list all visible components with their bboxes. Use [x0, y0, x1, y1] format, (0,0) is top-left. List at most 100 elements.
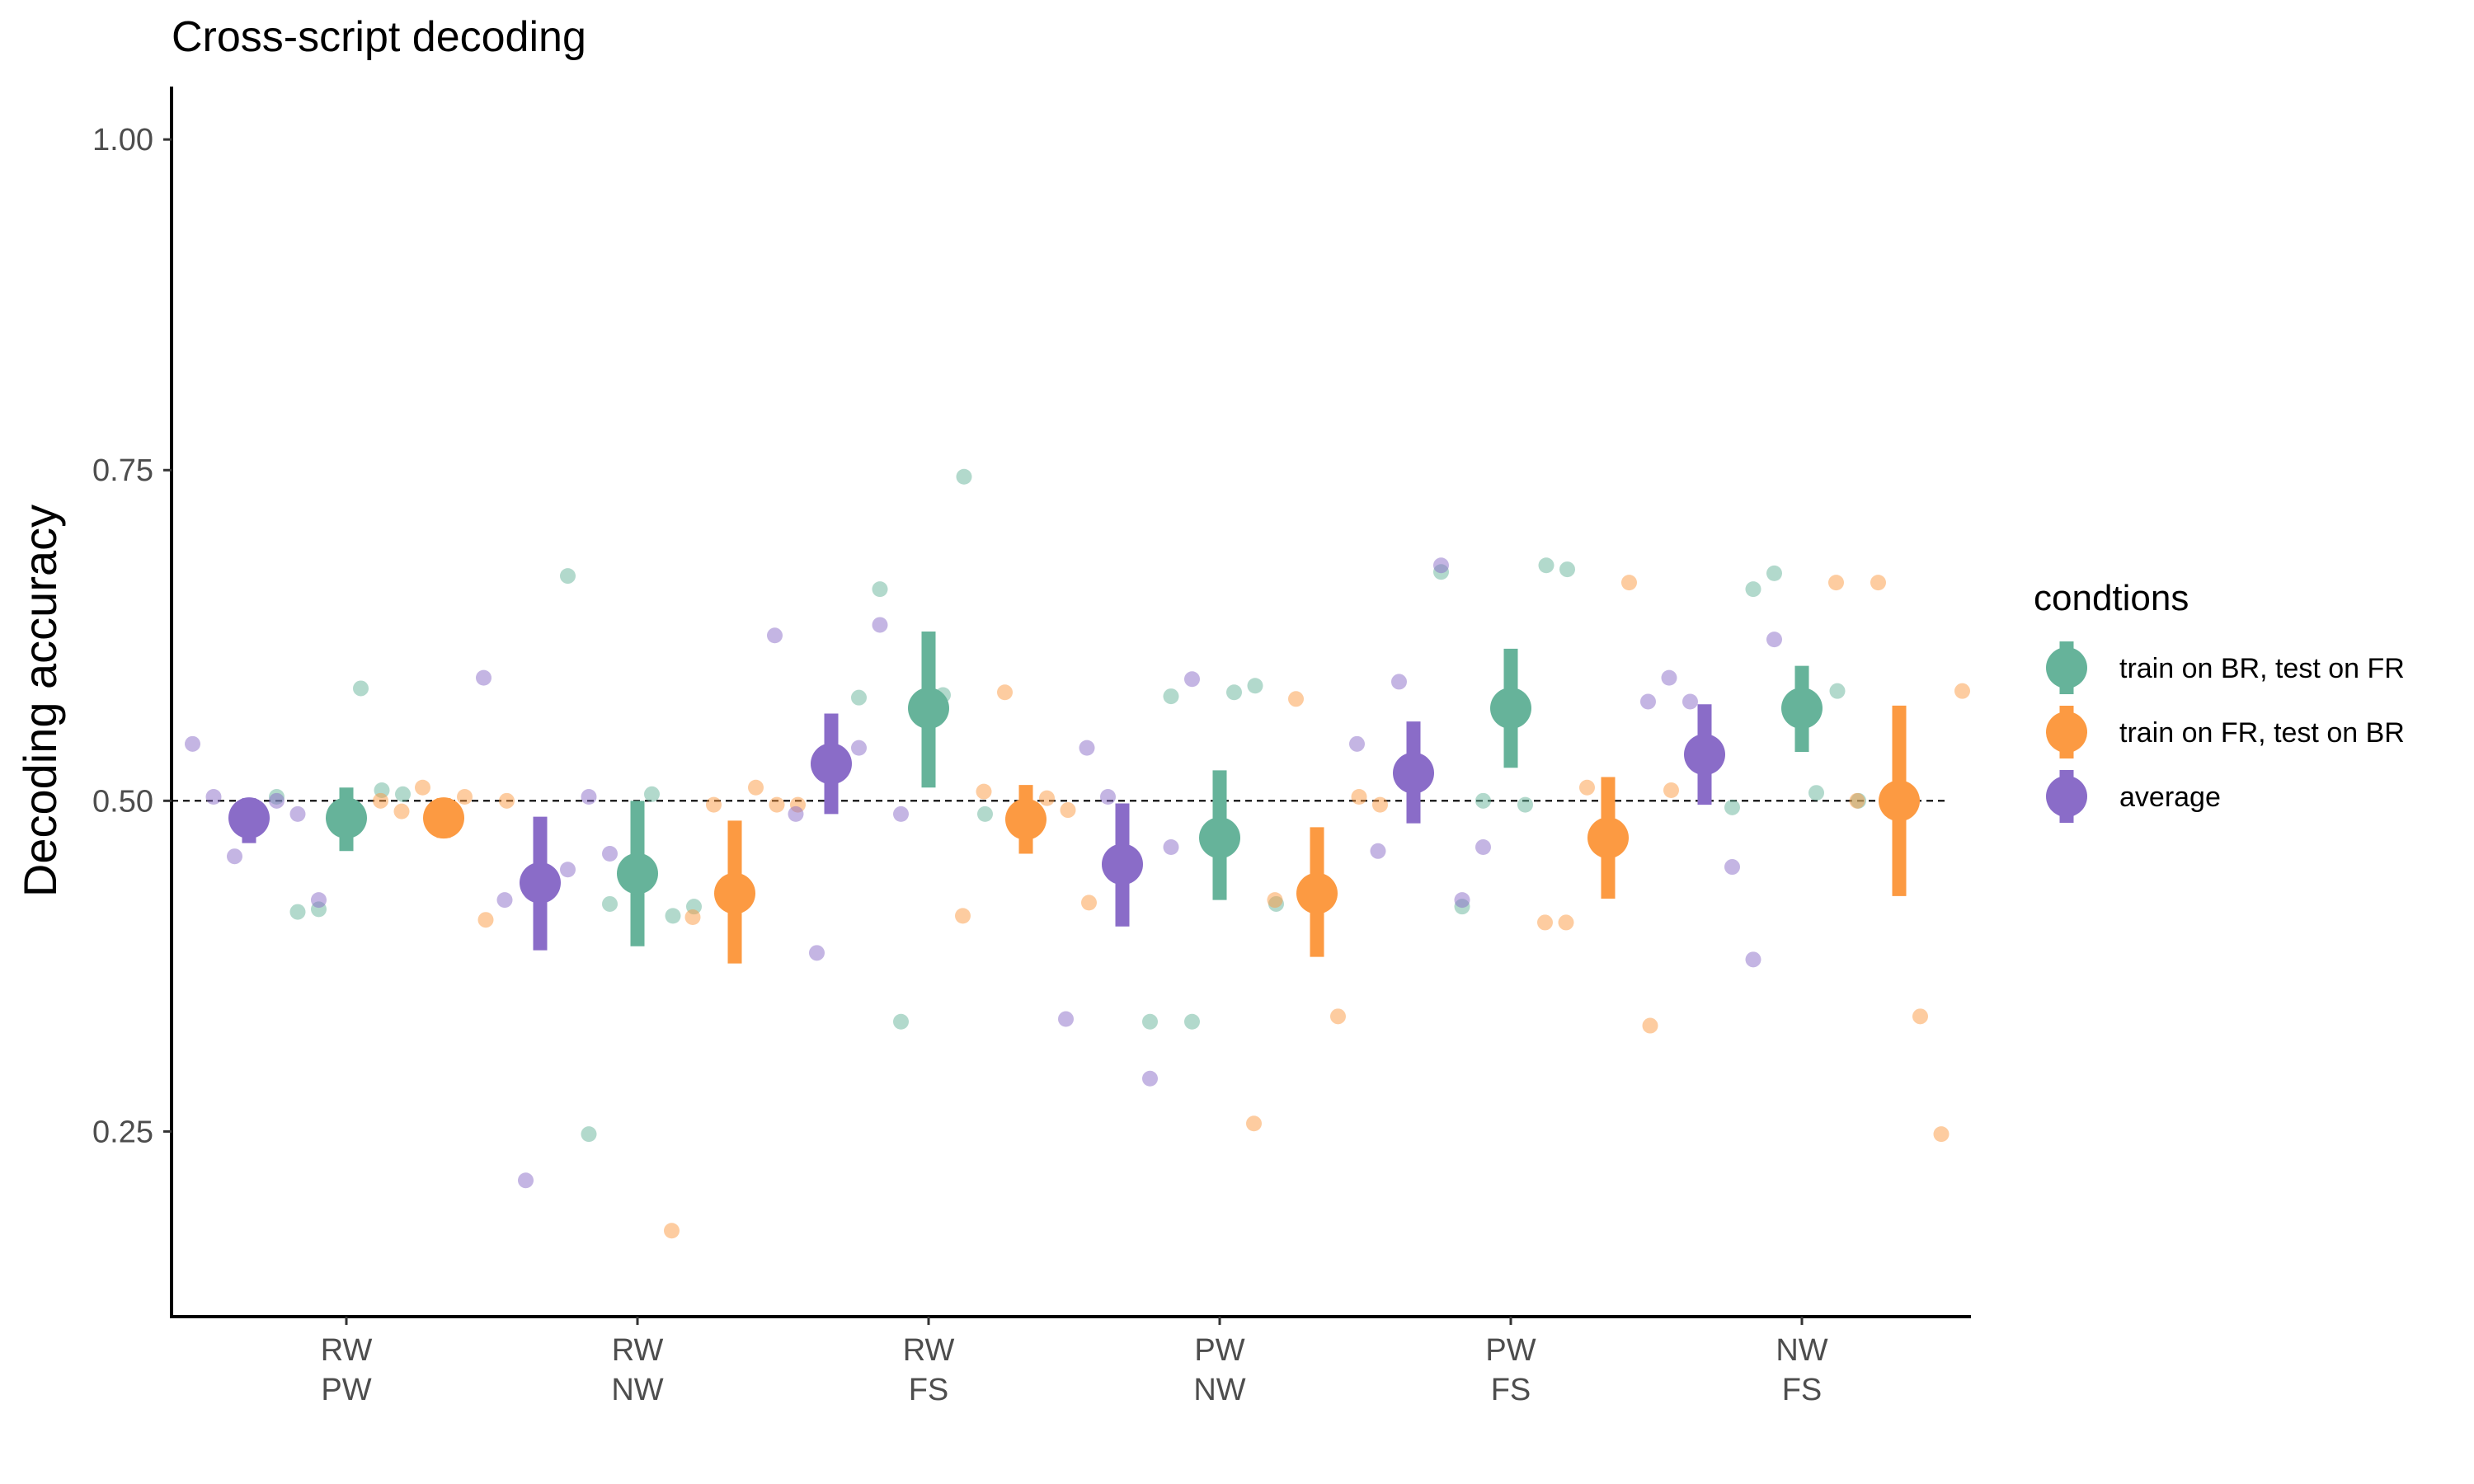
- x-tick-label: FS: [909, 1373, 949, 1407]
- subject-point: [560, 568, 576, 585]
- legend-label: train on FR, test on BR: [2119, 717, 2405, 749]
- subject-point: [1247, 678, 1263, 694]
- subject-point: [1100, 789, 1116, 805]
- y-tick-label: 0.50: [92, 784, 153, 819]
- subject-point: [977, 805, 993, 822]
- subject-point: [1142, 1013, 1158, 1030]
- subject-point: [1640, 693, 1656, 710]
- subject-point: [289, 805, 306, 822]
- subject-point: [1163, 838, 1179, 855]
- subject-point: [748, 779, 764, 796]
- x-tick-label: PW: [321, 1373, 371, 1407]
- legend-item: average: [2046, 770, 2221, 823]
- subject-point: [1829, 683, 1846, 699]
- subject-point: [1663, 782, 1679, 798]
- subject-point: [560, 862, 576, 878]
- legend-label: average: [2119, 782, 2221, 813]
- subject-point: [851, 689, 867, 706]
- subject-point: [769, 796, 785, 813]
- subject-point: [1060, 802, 1076, 819]
- subject-point: [415, 779, 430, 796]
- subject-point: [706, 796, 722, 813]
- subject-point: [664, 1223, 680, 1239]
- subject-point: [1828, 575, 1844, 591]
- subject-point: [1184, 671, 1200, 688]
- subject-point: [393, 803, 410, 819]
- jitter-points-layer: [185, 468, 1970, 1239]
- subject-point: [581, 1126, 597, 1143]
- y-tick-label: 0.25: [92, 1115, 153, 1149]
- subject-point: [1226, 684, 1242, 701]
- subject-point: [1288, 691, 1304, 707]
- legend-key-dot: [2046, 776, 2087, 817]
- mean-point: [1587, 817, 1629, 859]
- y-tick-label: 0.75: [92, 453, 153, 488]
- subject-point: [269, 792, 285, 809]
- subject-point: [893, 805, 909, 822]
- legend-title: condtions: [2034, 578, 2189, 618]
- y-axis-label: Decoding accuracy: [14, 505, 66, 897]
- subject-point: [1642, 1017, 1658, 1034]
- mean-points-layer: [228, 688, 1920, 914]
- axes: [170, 87, 1971, 1318]
- legend-key-dot: [2046, 711, 2087, 753]
- legend-label: train on BR, test on FR: [2119, 653, 2405, 684]
- subject-point: [602, 845, 618, 862]
- subject-point: [1475, 792, 1491, 809]
- x-tick-label: NW: [1776, 1333, 1827, 1368]
- y-tick-label: 1.00: [92, 123, 153, 157]
- subject-point: [1870, 575, 1886, 591]
- mean-point: [908, 688, 949, 730]
- subject-point: [518, 1172, 534, 1189]
- x-tick-label: RW: [321, 1333, 373, 1368]
- subject-point: [457, 789, 473, 805]
- mean-point: [811, 743, 852, 785]
- subject-point: [581, 789, 597, 805]
- subject-point: [1579, 779, 1595, 796]
- subject-point: [997, 684, 1013, 701]
- subject-point: [872, 617, 888, 633]
- subject-point: [499, 792, 515, 809]
- mean-point: [1296, 872, 1338, 914]
- subject-point: [1433, 557, 1449, 574]
- subject-point: [1724, 799, 1740, 815]
- subject-point: [353, 680, 369, 697]
- subject-point: [976, 783, 992, 800]
- subject-point: [1559, 561, 1575, 578]
- subject-point: [1454, 892, 1470, 909]
- subject-point: [1954, 683, 1970, 699]
- subject-point: [955, 908, 971, 924]
- subject-point: [1163, 688, 1179, 705]
- subject-point: [1517, 796, 1533, 813]
- subject-point: [1661, 669, 1677, 686]
- subject-point: [1766, 632, 1782, 648]
- subject-point: [1391, 674, 1407, 690]
- subject-point: [1246, 1115, 1262, 1132]
- subject-point: [1933, 1126, 1950, 1143]
- subject-point: [476, 669, 492, 686]
- legend-items: train on BR, test on FR train on FR, test…: [2046, 641, 2405, 823]
- mean-point: [228, 797, 270, 839]
- subject-point: [1621, 575, 1637, 591]
- subject-point: [809, 945, 825, 961]
- mean-point: [1199, 817, 1240, 859]
- subject-point: [227, 848, 242, 865]
- subject-point: [1372, 796, 1388, 813]
- x-tick-label: RW: [903, 1333, 955, 1368]
- subject-point: [1912, 1008, 1928, 1025]
- subject-point: [684, 909, 701, 926]
- subject-point: [1184, 1013, 1200, 1030]
- subject-point: [788, 805, 804, 822]
- subject-point: [767, 627, 783, 644]
- subject-point: [1142, 1070, 1158, 1087]
- x-tick-label: FS: [1782, 1373, 1823, 1407]
- subject-point: [205, 789, 222, 805]
- subject-point: [1849, 792, 1865, 809]
- x-tick-label: RW: [612, 1333, 664, 1368]
- subject-point: [477, 912, 494, 928]
- x-tick-label: NW: [1193, 1373, 1245, 1407]
- subject-point: [373, 792, 388, 809]
- y-tick-labels: 0.25 0.50 0.75 1.00: [92, 123, 172, 1149]
- subject-point: [1538, 557, 1554, 574]
